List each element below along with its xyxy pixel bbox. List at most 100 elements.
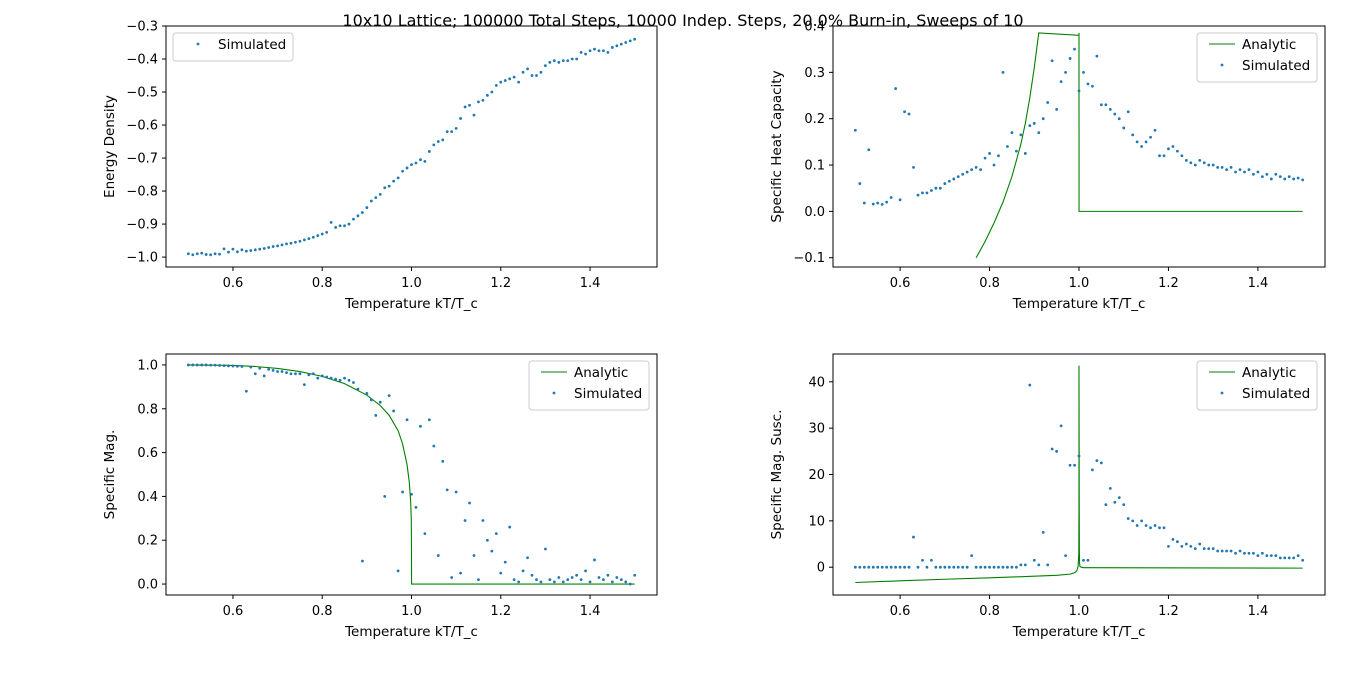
susc-simulated-point (862, 565, 866, 569)
heat-simulated-point (1028, 124, 1032, 128)
susc-simulated-point (1189, 544, 1193, 548)
susc-simulated-point (1238, 549, 1242, 553)
mag-simulated-point (535, 578, 538, 582)
heat-simulated-point (1158, 154, 1161, 158)
heat-data-layer (853, 32, 1305, 258)
mag-legend-point-swatch (552, 391, 556, 395)
susc-simulated-point (1211, 547, 1215, 551)
heat-simulated-point (1023, 152, 1027, 155)
susc-y-axis-label: Specific Mag. Susc. (769, 410, 785, 540)
energy-simulated-point (387, 184, 391, 188)
susc-simulated-point (947, 565, 951, 569)
mag-simulated-point (236, 364, 239, 368)
heat-simulated-point (1095, 54, 1099, 58)
susc-simulated-point (1144, 524, 1148, 527)
energy-simulated-point (544, 64, 547, 68)
mag-y-tick-label: 0.2 (137, 534, 158, 549)
energy-simulated-point (213, 252, 217, 256)
heat-simulated-point (1193, 163, 1197, 167)
heat-simulated-point (1104, 103, 1108, 107)
energy-simulated-point (597, 49, 601, 53)
heat-simulated-point (947, 179, 951, 183)
energy-simulated-point (320, 232, 324, 236)
susc-simulated-point (880, 565, 884, 569)
susc-simulated-point (1176, 540, 1179, 544)
energy-simulated-point (575, 57, 579, 61)
susc-y-tick-label: 20 (808, 468, 825, 483)
heat-y-tick-label: 0.0 (804, 205, 825, 220)
heat-simulated-point (1211, 163, 1215, 167)
mag-simulated-point (593, 558, 596, 562)
mag-simulated-point (441, 459, 445, 463)
energy-simulated-point (311, 235, 315, 239)
susc-simulated-point (1126, 517, 1130, 520)
heat-simulated-point (862, 201, 866, 205)
mag-data-layer (186, 363, 637, 586)
energy-simulated-point (606, 51, 610, 54)
heat-simulated-point (956, 175, 960, 179)
heat-y-tick-label: −0.1 (793, 251, 825, 266)
susc-legend: Analytic Simulated (1196, 360, 1318, 411)
susc-simulated-point (988, 565, 991, 569)
mag-simulated-point (186, 363, 190, 367)
energy-x-axis-label: Temperature kT/T_c (344, 296, 478, 312)
mag-simulated-point (387, 394, 391, 398)
energy-simulated-point (338, 224, 342, 228)
mag-simulated-point (432, 444, 436, 448)
heat-simulated-point (1301, 178, 1305, 182)
mag-simulated-point (392, 409, 396, 413)
mag-simulated-point (352, 381, 355, 384)
heat-simulated-point (1091, 84, 1094, 88)
mag-simulated-point (561, 580, 565, 584)
mag-simulated-point (334, 377, 338, 381)
heat-simulated-point (1077, 89, 1081, 93)
energy-simulated-point (512, 75, 516, 79)
energy-simulated-point (436, 140, 440, 143)
heat-legend-label: Analytic (1242, 37, 1296, 53)
figure-suptitle: 10x10 Lattice; 100000 Total Steps, 10000… (342, 11, 1023, 30)
susc-simulated-point (1202, 547, 1206, 551)
susc-simulated-point (1086, 558, 1090, 562)
susc-simulated-point (903, 565, 906, 569)
heat-simulated-point (974, 165, 978, 169)
heat-simulated-point (921, 191, 924, 195)
heat-simulated-point (952, 177, 956, 181)
energy-simulated-point (557, 60, 561, 64)
heat-simulated-point (970, 168, 974, 172)
heat-x-tick-label: 0.6 (890, 276, 911, 291)
heat-simulated-point (1220, 165, 1224, 169)
heat-simulated-point (1292, 177, 1296, 181)
susc-simulated-point (1014, 565, 1018, 569)
susc-simulated-point (1247, 551, 1251, 555)
mag-simulated-point (579, 578, 583, 582)
mag-simulated-point (427, 418, 431, 422)
heat-simulated-point (1006, 145, 1009, 148)
energy-simulated-point (285, 242, 288, 246)
energy-simulated-point (414, 161, 418, 165)
energy-simulated-point (352, 217, 355, 221)
heat-simulated-point (1274, 172, 1278, 176)
heat-simulated-point (1180, 154, 1184, 158)
susc-simulated-point (871, 565, 875, 569)
energy-simulated-point (227, 250, 230, 254)
energy-simulated-point (570, 57, 574, 61)
susc-simulated-point (970, 554, 974, 558)
mag-legend-box (528, 360, 650, 411)
susc-simulated-point (921, 558, 924, 562)
susc-simulated-point (965, 565, 969, 569)
heat-x-tick-label: 1.4 (1248, 276, 1269, 291)
susc-simulated-point (1028, 383, 1032, 387)
heat-y-axis-label: Specific Heat Capacity (769, 70, 785, 222)
mag-simulated-point (588, 580, 592, 584)
energy-simulated-point (610, 46, 614, 49)
energy-y-tick-label: −0.9 (126, 218, 158, 233)
mag-simulated-point (472, 554, 476, 557)
mag-simulated-point (624, 580, 628, 584)
heat-simulated-point (1265, 172, 1269, 176)
heat-simulated-point (1247, 168, 1251, 172)
susc-simulated-point (1171, 537, 1175, 541)
energy-simulated-point (262, 247, 266, 250)
susc-simulated-point (1292, 556, 1296, 560)
susc-simulated-point (1041, 531, 1045, 534)
susc-simulated-point (867, 565, 871, 569)
